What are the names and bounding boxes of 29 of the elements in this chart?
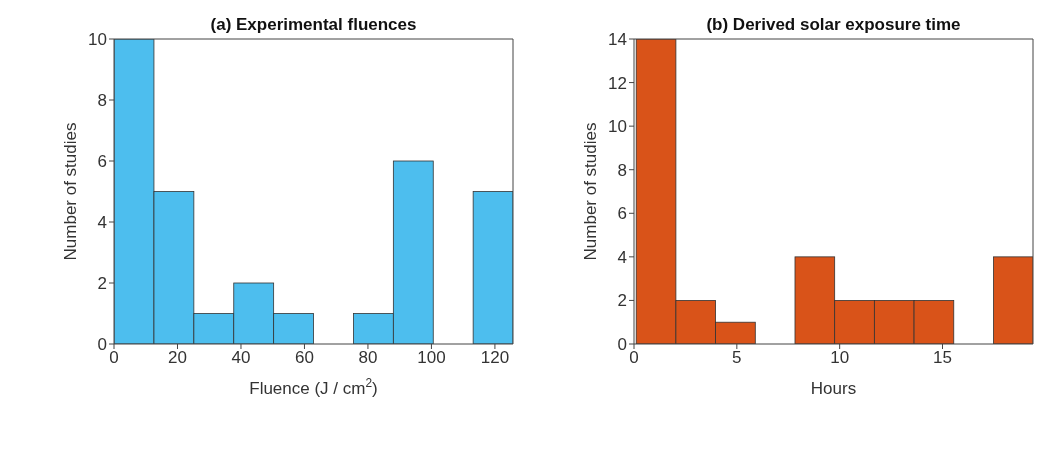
y-axis-title: Number of studies: [581, 122, 601, 261]
y-tick-label: 6: [97, 152, 107, 172]
x-tick-label: 10: [830, 348, 850, 368]
chart-title: (b) Derived solar exposure time: [706, 15, 961, 34]
x-tick-label: 100: [417, 348, 446, 368]
x-tick-label: 40: [231, 348, 251, 368]
x-axis-title: Fluence (J / cm$^{2}$): [249, 376, 378, 398]
y-tick-label: 14: [608, 30, 627, 50]
y-tick-label: 10: [608, 117, 627, 137]
y-tick-label: 4: [617, 247, 627, 267]
y-tick-label: 0: [617, 335, 627, 355]
y-tick-label: 8: [617, 160, 627, 180]
y-tick-label: 10: [88, 30, 107, 50]
y-tick-label: 4: [97, 213, 107, 233]
y-tick-label: 2: [97, 274, 107, 294]
x-tick-label: 15: [933, 348, 952, 368]
x-tick-label: 80: [358, 348, 378, 368]
y-tick-label: 0: [97, 335, 107, 355]
y-tick-label: 8: [97, 91, 107, 111]
y-tick-label: 2: [617, 291, 627, 311]
x-tick-label: 60: [294, 348, 314, 368]
chart-title: (a) Experimental fluences: [210, 15, 417, 34]
y-axis-title: Number of studies: [61, 122, 81, 261]
y-tick-label: 12: [608, 73, 627, 93]
x-tick-label: 5: [732, 348, 742, 368]
y-tick-label: 6: [617, 204, 627, 224]
x-axis-title: Hours: [810, 379, 857, 398]
x-tick-label: 20: [168, 348, 187, 368]
x-tick-label: 120: [480, 348, 510, 368]
